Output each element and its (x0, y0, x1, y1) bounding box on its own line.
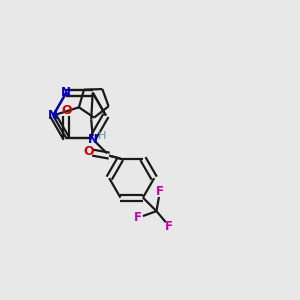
Text: H: H (98, 130, 106, 140)
Text: N: N (61, 86, 71, 99)
Text: F: F (156, 185, 164, 198)
Text: F: F (165, 220, 173, 233)
Text: O: O (61, 104, 72, 117)
Text: N: N (48, 109, 58, 122)
Text: N: N (88, 133, 98, 146)
Text: F: F (134, 212, 142, 224)
Text: O: O (83, 145, 94, 158)
